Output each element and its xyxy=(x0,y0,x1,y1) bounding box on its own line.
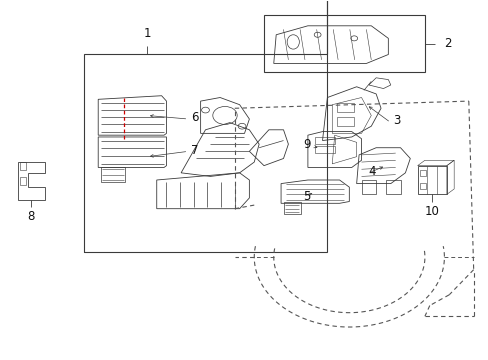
Bar xyxy=(20,177,26,185)
Text: 10: 10 xyxy=(424,205,439,218)
Bar xyxy=(336,117,353,126)
Bar xyxy=(419,170,425,176)
Text: 8: 8 xyxy=(27,211,35,224)
Text: 5: 5 xyxy=(303,190,310,203)
Bar xyxy=(264,15,424,72)
Text: 6: 6 xyxy=(190,112,198,125)
Bar xyxy=(336,103,353,112)
Text: 7: 7 xyxy=(190,144,198,157)
Text: 4: 4 xyxy=(368,165,376,177)
Text: 2: 2 xyxy=(444,37,451,50)
Text: 9: 9 xyxy=(302,138,310,151)
Bar xyxy=(315,146,334,153)
Bar xyxy=(419,183,425,189)
Bar xyxy=(20,162,26,170)
Text: 1: 1 xyxy=(143,27,150,40)
Bar xyxy=(315,137,334,144)
Text: 3: 3 xyxy=(392,114,400,127)
